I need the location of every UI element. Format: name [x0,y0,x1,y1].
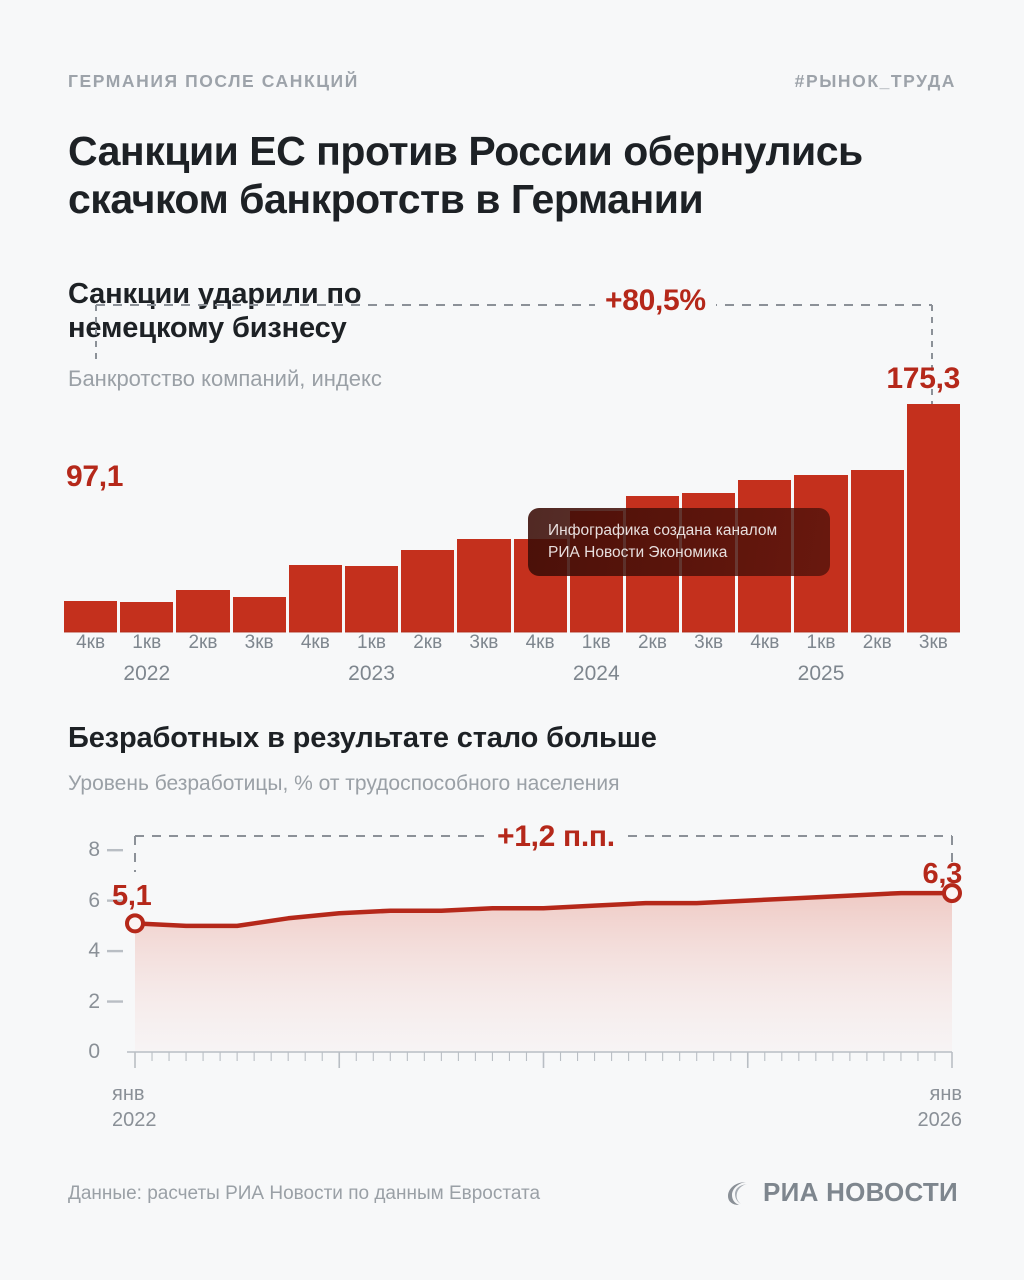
quarter-label-3: 2кв [188,632,218,653]
bar-3 [176,590,230,633]
ria-globe-icon [728,1181,748,1205]
year-label-3 [176,662,229,686]
bars-quarter-axis: 4кв 1кв 2кв 3кв 4кв 1кв 2кв 3кв 4кв 1кв 2кв 3кв 4кв 1… [64,632,960,654]
line-start-marker [125,913,145,934]
line-y-axis-labels: 0 2 4 6 8 [60,820,100,1063]
line-x-axis-right: янв 2026 [918,1082,963,1133]
bar-15 [850,470,905,633]
line-x-right-month: янв [929,1083,963,1105]
quarter-label-4: 3кв [244,632,274,653]
line-delta-label: +1,2 п.п. [487,820,625,854]
watermark-badge: Инфографика создана каналом РИА Новости … [528,508,830,576]
year-label-7 [401,662,454,686]
year-label-16 [907,662,960,686]
year-label-9 [514,662,567,686]
unemployment-plot [107,835,962,1068]
bar-16 [906,403,961,634]
year-label-1 [64,662,117,686]
year-label-4 [233,662,286,686]
bars-first-value: 97,1 [66,460,124,493]
line-first-value: 5,1 [112,880,152,912]
year-label-10: 2024 [572,662,620,685]
bar-4 [232,596,286,634]
watermark-line-2: РИА Новости Экономика [548,544,728,561]
source-note: Данные: расчеты РИА Новости по данным Ев… [68,1183,541,1204]
unemployment-line [132,890,955,929]
watermark-line-1: Инфографика создана каналом [548,522,778,539]
quarter-label-16: 3кв [918,632,948,653]
year-label-13 [738,662,791,686]
year-label-11 [626,662,679,686]
year-label-15 [851,662,904,686]
quarter-label-9: 4кв [525,632,555,653]
y-axis-label-0: 0 [88,1040,100,1063]
line-last-value: 6,3 [922,858,963,890]
year-label-12 [682,662,735,686]
bar-series [64,392,961,634]
bars-last-value: 175,3 [886,362,960,395]
quarter-label-5: 4кв [300,632,330,653]
line-x-right-year: 2026 [917,1108,963,1131]
bar-2 [120,601,174,634]
quarter-label-7: 2кв [413,632,443,653]
quarter-label-14: 1кв [806,632,836,653]
section2-subtitle: Уровень безработицы, % от трудоспособног… [68,772,620,795]
bar-7 [401,549,455,634]
kicker-label: ГЕРМАНИЯ ПОСЛЕ САНКЦИЙ [68,70,359,91]
section1-subtitle: Банкротство компаний, индекс [68,366,382,391]
quarter-label-11: 2кв [637,632,667,653]
bars-year-axis: 2022 2023 2024 2025 [64,662,960,686]
year-label-5 [289,662,342,686]
y-axis-label-8: 8 [88,838,100,862]
unemployment-line-chart [60,820,970,1080]
bars-delta-label: +80,5% [595,284,716,318]
year-label-14: 2025 [797,662,845,685]
ria-novosti-wordmark: РИА НОВОСТИ [763,1177,958,1207]
quarter-label-10: 1кв [581,632,611,653]
y-axis-label-6: 6 [88,888,100,912]
topbar: ГЕРМАНИЯ ПОСЛЕ САНКЦИЙ #РЫНОК_ТРУДА [68,68,956,94]
year-label-2: 2022 [123,662,171,685]
quarter-label-13: 4кв [750,632,780,653]
quarter-label-15: 2кв [862,632,892,653]
area-fill [135,893,952,1052]
quarter-label-2: 1кв [132,632,162,653]
line-x-axis-left: янв 2022 [112,1082,157,1133]
y-axis-label-4: 4 [88,939,100,963]
quarter-label-12: 3кв [694,632,724,653]
bar-6 [344,566,399,633]
line-end-marker [942,883,962,904]
bar-8 [457,538,511,634]
quarter-label-8: 3кв [469,632,499,653]
line-x-left-month: янв [112,1083,145,1105]
bankruptcy-bar-chart [64,392,961,634]
year-label-6: 2023 [348,662,395,685]
line-x-left-year: 2022 [112,1108,157,1131]
bar-1 [64,601,118,633]
ria-novosti-logo: РИА НОВОСТИ [724,1177,958,1208]
y-axis-label-2: 2 [88,989,100,1013]
quarter-label-6: 1кв [357,632,387,653]
section2-title: Безработных в результате стало больше [68,722,657,754]
hashtag-label: #РЫНОК_ТРУДА [794,70,956,91]
page-title: Санкции ЕС против России обернулись скач… [68,128,863,222]
quarter-label-1: 4кв [76,632,106,653]
year-label-8 [457,662,510,686]
section1-title: Санкции ударили по немецкому бизнесу [68,278,362,344]
bar-5 [288,565,343,633]
